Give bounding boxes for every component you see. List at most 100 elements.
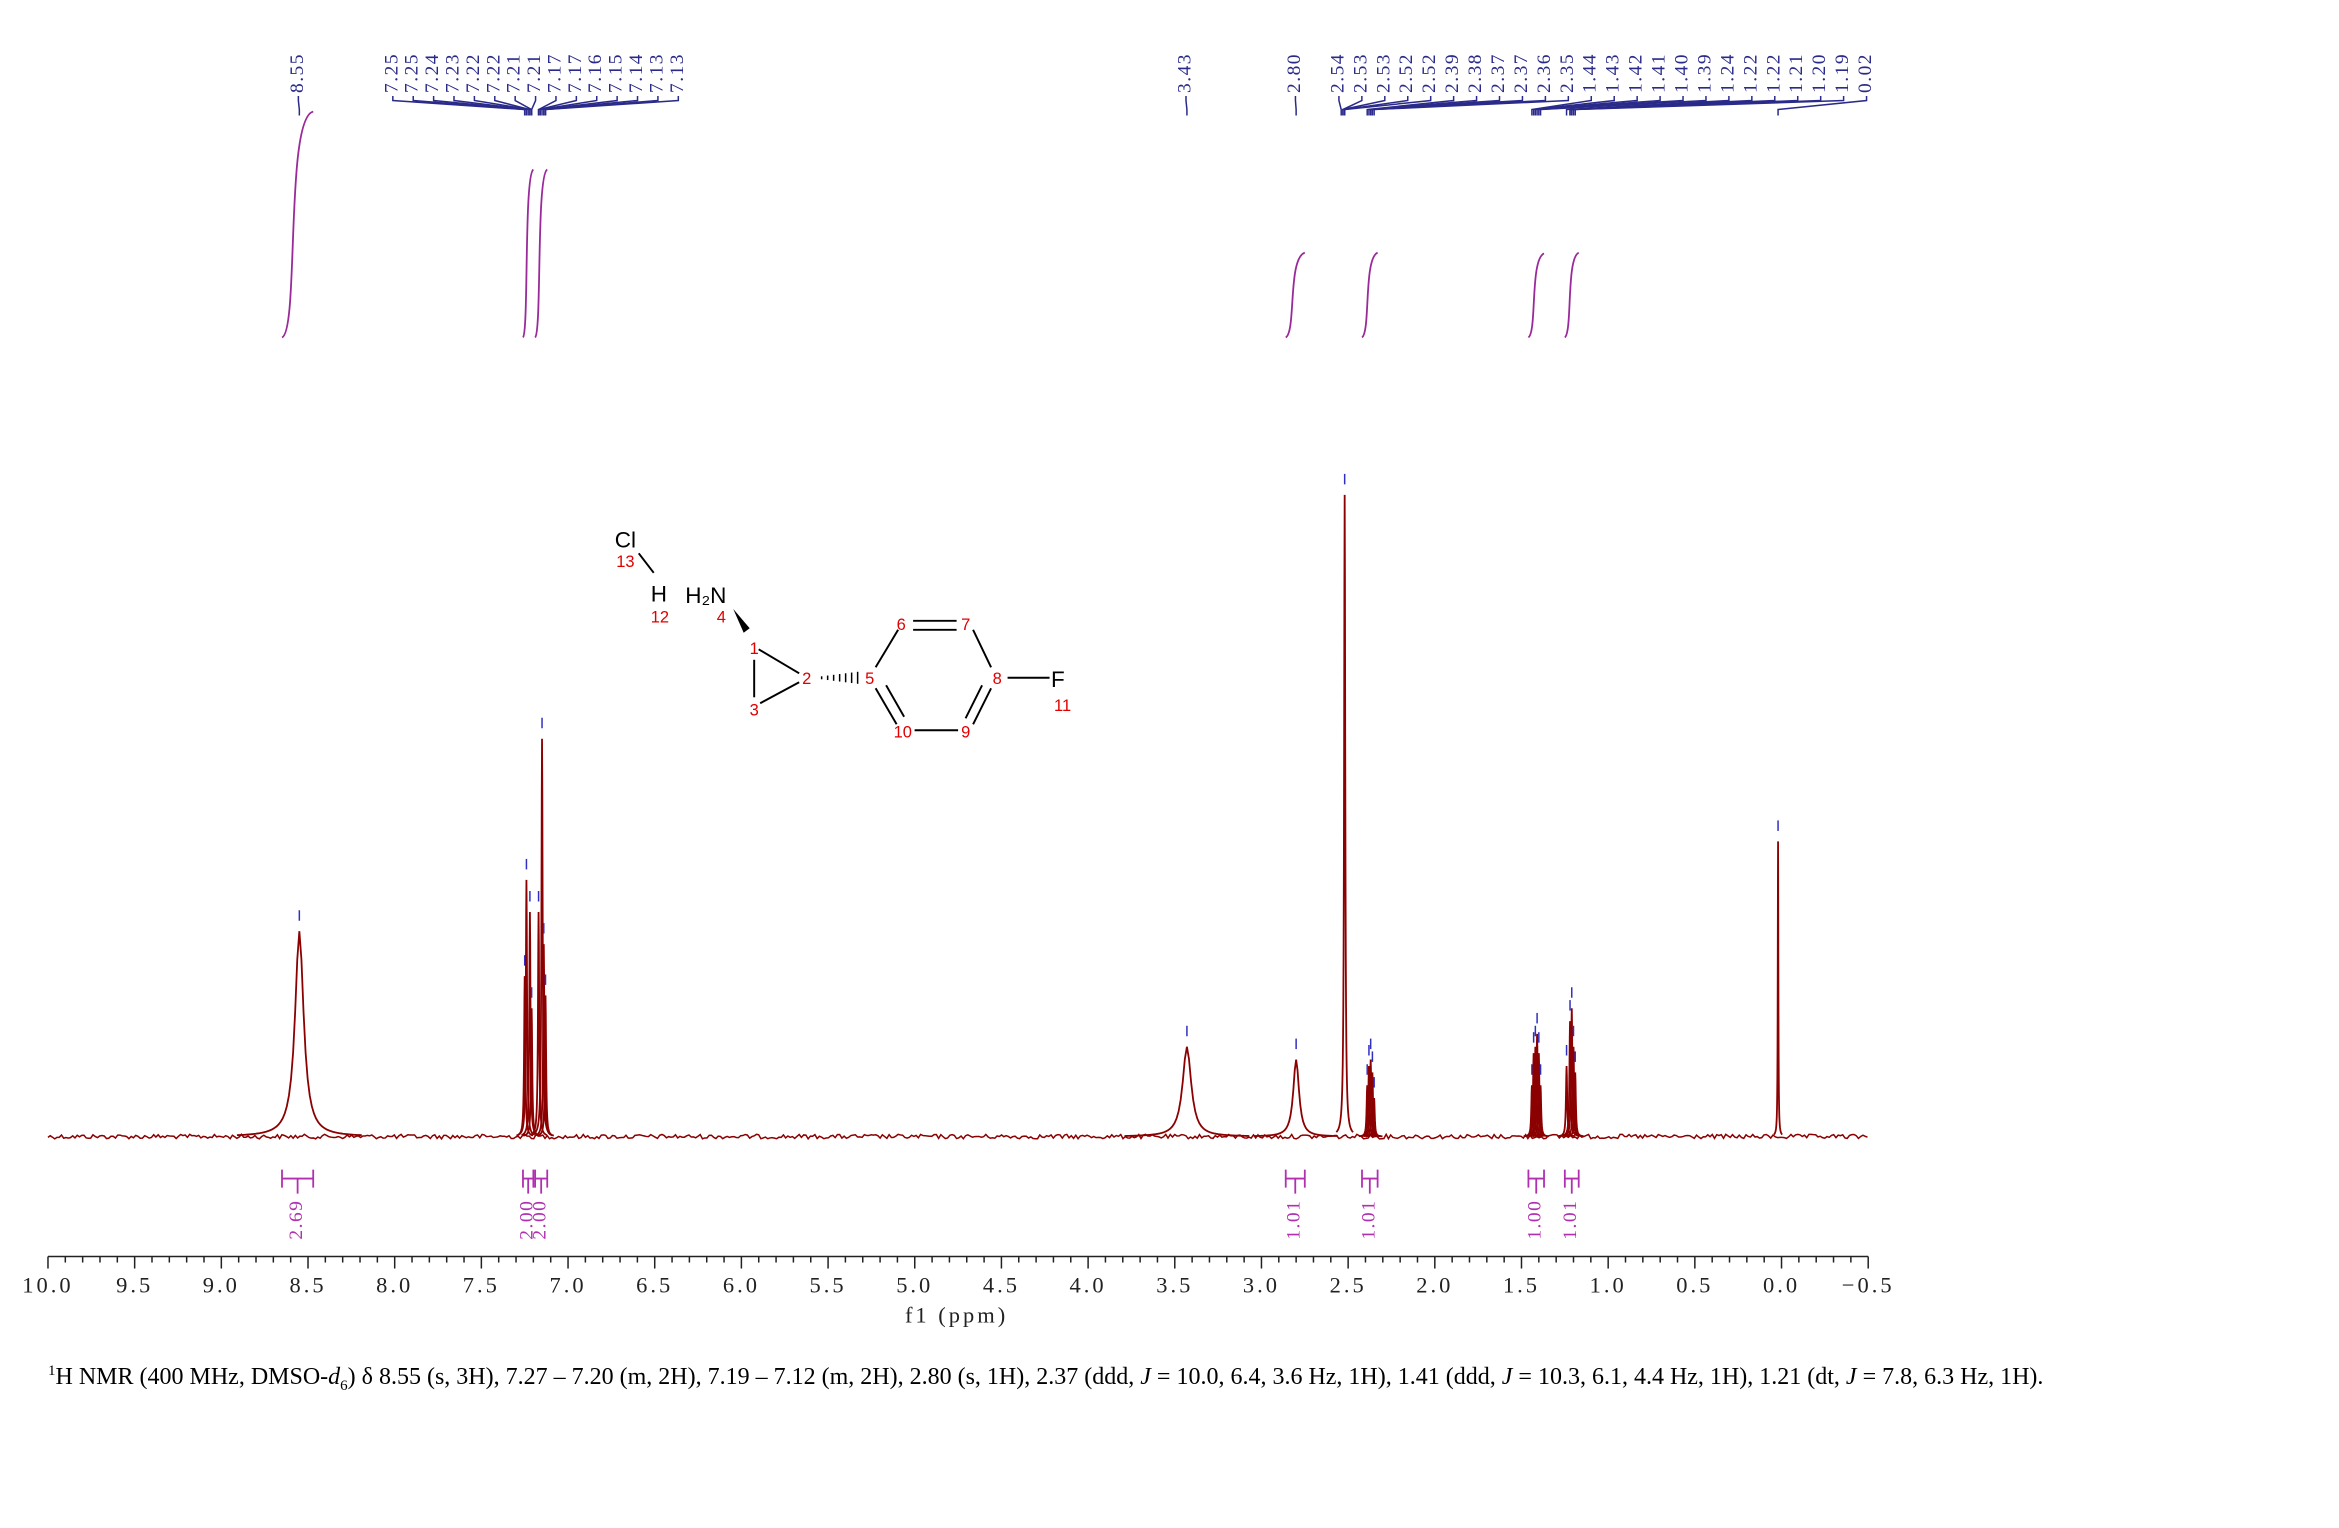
peak-label: 2.52	[1419, 53, 1440, 93]
peak-connector	[1368, 96, 1478, 116]
x-axis-label: f1 (ppm)	[905, 1303, 1008, 1328]
peak-label: 1.22	[1763, 53, 1784, 93]
integral-bracket	[534, 1169, 549, 1194]
peak-label: 2.36	[1534, 53, 1555, 93]
bond	[874, 629, 899, 668]
baseline	[47, 1132, 1868, 1141]
integral-label: 2.00	[530, 1200, 551, 1240]
x-tick-label: 1.5	[1503, 1273, 1540, 1298]
x-tick-label: 4.5	[983, 1273, 1020, 1298]
integral-bracket	[1284, 1169, 1306, 1194]
peak-label: 2.38	[1465, 53, 1486, 93]
atom-number: 4	[717, 608, 726, 626]
x-tick-label: 8.5	[289, 1273, 326, 1298]
caption-part: 1	[48, 1363, 56, 1379]
molecule: Cl H H₂N F 13 12 4 1 2 3 5 6 7 8 9 10 11	[615, 527, 1071, 741]
integral-bracket	[522, 1169, 535, 1194]
integral-curve	[1564, 251, 1580, 339]
x-tick-label: 7.0	[549, 1273, 586, 1298]
peak-label: 0.02	[1855, 53, 1876, 93]
integral-curve	[1361, 251, 1379, 339]
x-tick-label: 0.0	[1763, 1273, 1800, 1298]
peak-connector	[432, 96, 528, 116]
peak	[236, 931, 362, 1137]
caption-part: = 10.0, 6.4, 3.6 Hz, 1H), 1.41 (ddd,	[1150, 1364, 1502, 1390]
peak-connector	[539, 96, 598, 116]
peak-label: 1.40	[1671, 53, 1692, 93]
atom-number: 8	[993, 670, 1002, 688]
atom-number: 9	[961, 724, 970, 742]
peak-label: 8.55	[287, 53, 308, 93]
peak-label: 1.43	[1603, 53, 1624, 93]
x-tick-label: 6.0	[723, 1273, 760, 1298]
x-tick-label: 0.5	[1676, 1273, 1713, 1298]
peak-label: 1.42	[1626, 53, 1647, 93]
integral-bracket	[1527, 1169, 1545, 1194]
integral-curve	[281, 110, 314, 339]
peak-label: 2.52	[1396, 53, 1417, 93]
atom-number: 3	[750, 701, 759, 719]
peak-connector	[1534, 96, 1638, 116]
peak-connector	[1536, 96, 1661, 116]
atom-label: H	[651, 581, 667, 606]
peak	[529, 911, 548, 1136]
peak-label: 7.13	[646, 53, 667, 93]
peak-label: 1.22	[1740, 53, 1761, 93]
hashed-bond	[820, 671, 859, 684]
peak-label: 2.35	[1557, 53, 1578, 93]
integral-curve	[522, 168, 535, 339]
caption-part: = 7.8, 6.3 Hz, 1H).	[1856, 1364, 2044, 1390]
bond	[964, 684, 983, 719]
peak-label: 1.44	[1580, 53, 1601, 93]
peak-label: 7.17	[565, 53, 586, 93]
atom-number: 6	[897, 616, 906, 634]
peak-label: 2.37	[1511, 53, 1532, 93]
wedge-bond	[733, 608, 750, 633]
peak-connector	[1777, 96, 1868, 116]
caption-part: ) δ 8.55 (s, 3H), 7.27 – 7.20 (m, 2H), 7…	[347, 1364, 1141, 1390]
integral-bracket	[1361, 1169, 1379, 1194]
x-tick-label: 1.0	[1590, 1273, 1627, 1298]
caption-part: H NMR (400 MHz, DMSO-	[55, 1364, 329, 1390]
peak-label: 7.16	[585, 53, 606, 93]
peak-label: 7.21	[504, 53, 525, 93]
x-tick-label: 4.0	[1070, 1273, 1107, 1298]
peak-label: 2.37	[1488, 53, 1509, 93]
integral-label: 1.01	[1358, 1200, 1379, 1240]
x-tick-label: 10.0	[22, 1273, 73, 1298]
peak-connector	[1342, 96, 1386, 116]
peak	[517, 879, 536, 1136]
x-tick-label: 9.0	[203, 1273, 240, 1298]
peak-label: 7.17	[544, 53, 565, 93]
peak-label: 2.39	[1442, 53, 1463, 93]
peak	[1124, 1046, 1250, 1137]
caption: 1H NMR (400 MHz, DMSO-d6) δ 8.55 (s, 3H)…	[48, 1350, 2298, 1407]
peak	[536, 995, 555, 1137]
peak-connector	[297, 96, 301, 116]
peak	[1532, 1085, 1549, 1138]
x-tick-label: 2.5	[1330, 1273, 1367, 1298]
peak-connector	[1373, 96, 1570, 116]
atom-label: H₂N	[685, 583, 726, 608]
peak-connector	[412, 96, 526, 116]
peak-label: 7.22	[463, 53, 484, 93]
peak-label: 1.39	[1694, 53, 1715, 93]
peak-label: 7.25	[402, 53, 423, 93]
atom-label: F	[1051, 667, 1065, 692]
peak-label: 2.53	[1373, 53, 1394, 93]
peak-label: 7.15	[606, 53, 627, 93]
peak-connector	[537, 96, 578, 116]
peak-connector	[453, 96, 529, 116]
peak-label: 1.19	[1832, 53, 1853, 93]
bond	[885, 684, 905, 718]
caption-part: J	[1501, 1364, 1513, 1390]
integral-bracket	[281, 1169, 315, 1194]
atom-label: Cl	[615, 527, 636, 552]
peak-connector	[1185, 96, 1188, 116]
integral-curve	[1285, 251, 1306, 339]
atom-number: 7	[961, 616, 970, 634]
x-tick-label: 5.5	[810, 1273, 847, 1298]
peak-label: 7.14	[626, 53, 647, 93]
